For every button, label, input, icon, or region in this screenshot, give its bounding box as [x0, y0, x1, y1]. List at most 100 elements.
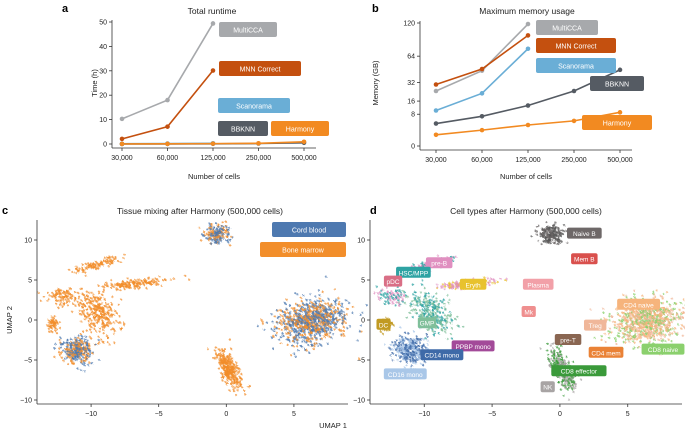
umap-point: [270, 336, 273, 339]
umap-point: [325, 308, 328, 311]
umap-point: [417, 344, 420, 347]
umap-point: [544, 237, 547, 241]
umap-point: [300, 310, 303, 313]
umap-point: [662, 338, 665, 341]
umap-point: [415, 335, 418, 338]
umap-point: [337, 302, 340, 306]
umap-point: [66, 345, 69, 349]
umap-point: [404, 358, 407, 361]
umap-point: [66, 304, 69, 307]
umap-point: [314, 295, 317, 298]
umap-point: [118, 315, 121, 318]
umap-point: [361, 311, 364, 314]
umap-point: [275, 326, 278, 330]
umap-point: [639, 340, 643, 343]
legend-box: [271, 121, 329, 136]
umap-point: [642, 309, 645, 313]
umap-point: [113, 341, 116, 344]
umap-point: [104, 312, 107, 315]
umap-point: [312, 347, 315, 351]
umap-point: [546, 353, 550, 356]
umap-point: [160, 284, 163, 287]
umap-point: [614, 339, 618, 343]
y-axis-label: Time (h): [90, 69, 99, 97]
umap-point: [273, 328, 276, 331]
umap-point: [205, 237, 208, 240]
umap-point: [558, 231, 561, 234]
umap-point: [233, 363, 236, 366]
umap-point: [310, 321, 313, 325]
umap-point: [202, 234, 205, 238]
umap-point: [452, 281, 455, 284]
umap-point: [92, 300, 95, 303]
umap-point: [669, 319, 673, 322]
umap-point: [539, 347, 542, 350]
umap-point: [346, 327, 349, 330]
umap-point: [109, 322, 113, 325]
umap-point: [59, 352, 63, 355]
umap-point: [67, 344, 70, 347]
umap-point: [95, 321, 98, 324]
umap-point: [437, 332, 440, 335]
umap-point: [231, 377, 234, 380]
umap-point: [412, 308, 415, 311]
umap-point: [210, 242, 213, 245]
umap-point: [646, 316, 649, 319]
umap-point: [559, 388, 562, 391]
umap-point: [66, 300, 69, 303]
umap-point: [403, 337, 407, 340]
umap-point: [635, 327, 638, 330]
umap-point: [617, 332, 620, 335]
umap-point: [226, 355, 229, 359]
umap-point: [341, 305, 344, 308]
umap-point: [301, 321, 304, 324]
umap-point: [552, 347, 555, 350]
umap-point: [555, 357, 559, 360]
umap-point: [221, 231, 224, 234]
umap-point: [297, 304, 300, 307]
legend-label: Bone marrow: [282, 248, 325, 255]
x-tick-label: 0: [224, 411, 228, 418]
umap-point: [66, 350, 69, 353]
umap-point: [646, 328, 649, 331]
umap-point: [333, 325, 336, 328]
y-tick-label: −10: [20, 398, 32, 405]
umap-point: [661, 296, 664, 299]
umap-point: [77, 334, 80, 337]
umap-point: [545, 233, 549, 236]
umap-point: [558, 347, 561, 351]
umap-point: [394, 341, 397, 344]
umap-point: [346, 307, 349, 311]
umap-point: [89, 265, 92, 268]
umap-point: [314, 319, 317, 322]
umap-point: [105, 305, 108, 308]
umap-point: [428, 299, 431, 302]
umap-point: [435, 287, 439, 290]
umap-point: [214, 222, 217, 225]
umap-point: [105, 321, 108, 325]
umap-point: [275, 331, 278, 334]
umap-point: [99, 315, 102, 319]
umap-point: [622, 340, 625, 344]
data-point: [571, 88, 577, 94]
umap-point: [225, 230, 228, 233]
umap-point: [227, 376, 230, 379]
umap-point: [231, 365, 234, 369]
legend-box: [590, 76, 644, 91]
umap-point: [448, 283, 451, 286]
umap-point: [462, 325, 465, 328]
umap-point: [64, 292, 67, 295]
umap-point: [153, 280, 156, 283]
umap-point: [435, 307, 438, 310]
umap-point: [215, 228, 218, 231]
umap-point: [303, 322, 306, 325]
umap-point: [618, 326, 621, 329]
umap-point: [58, 291, 61, 294]
umap-point: [107, 265, 110, 268]
umap-point: [302, 339, 306, 342]
umap-point: [660, 340, 663, 343]
umap-point: [412, 263, 415, 266]
umap-point: [621, 336, 624, 339]
umap-point: [655, 325, 658, 328]
umap-point: [317, 289, 320, 292]
